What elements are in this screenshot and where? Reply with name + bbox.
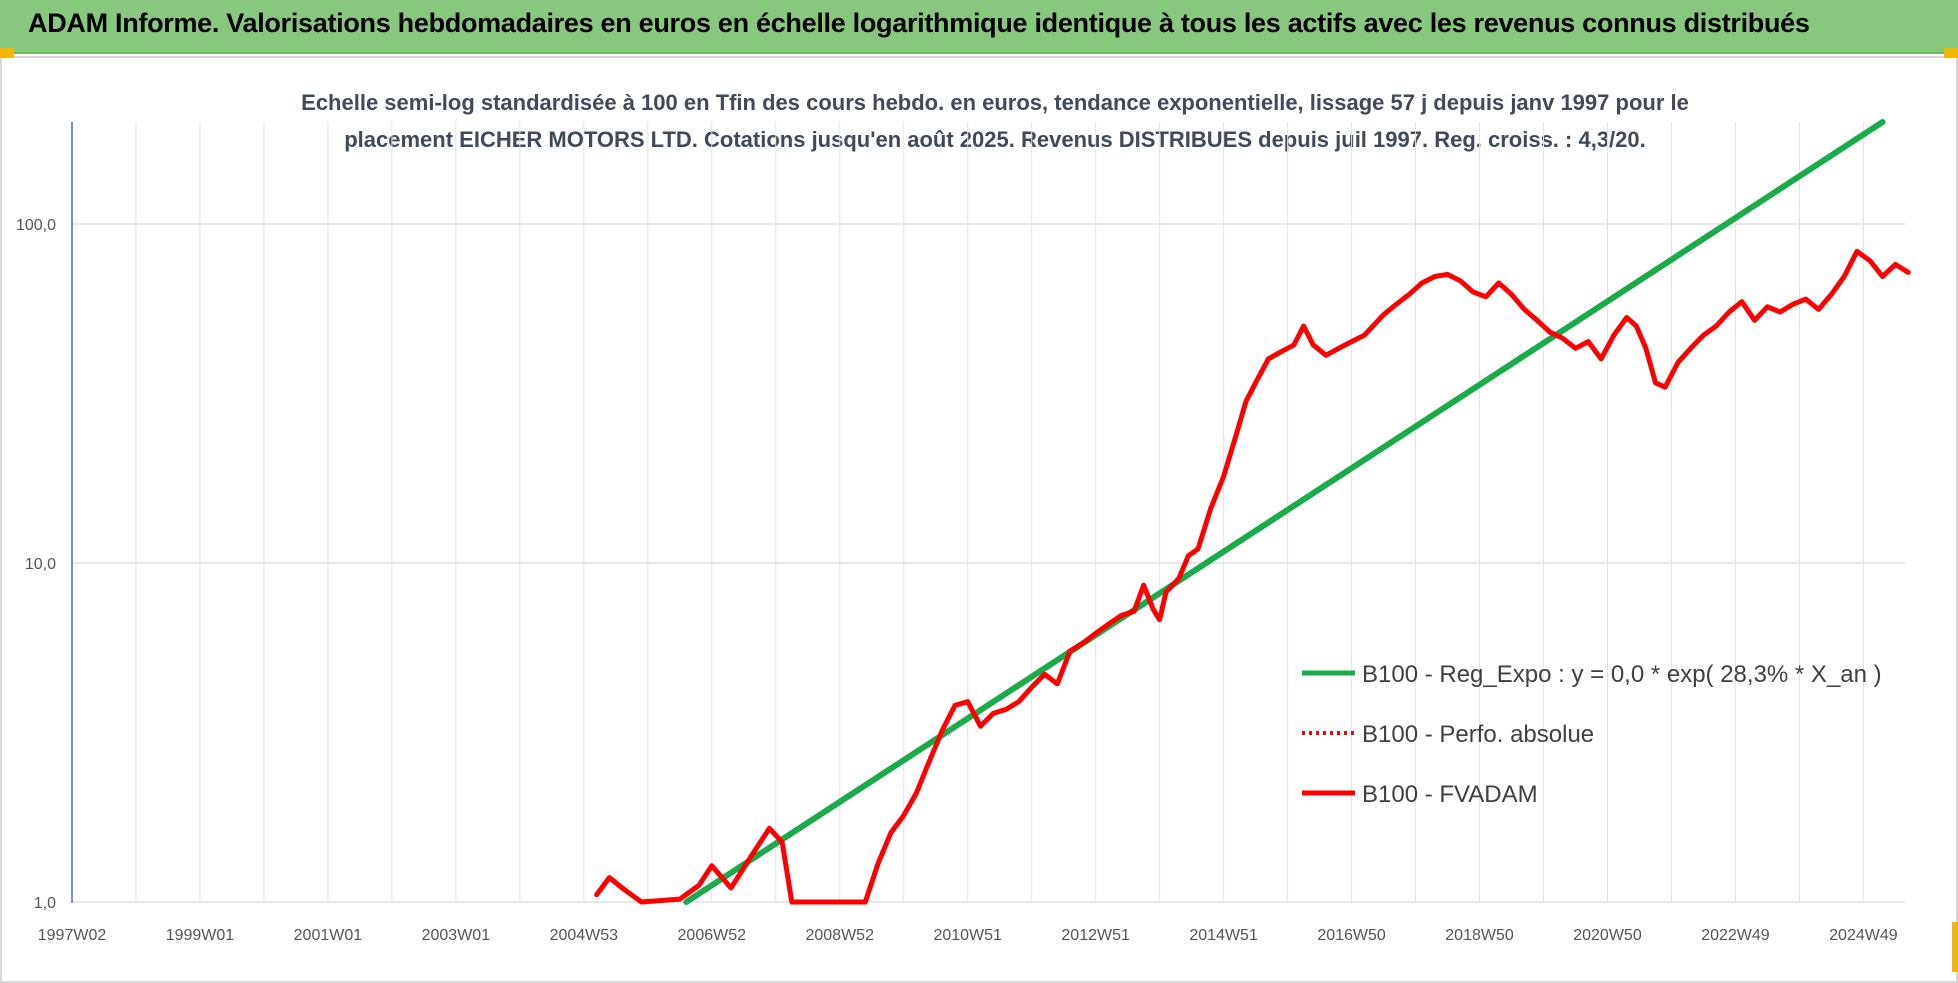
x-tick-label-7: 2010W51 [933, 927, 1002, 944]
x-tick-label-4: 2004W53 [550, 927, 619, 944]
x-tick-label-14: 2024W49 [1829, 927, 1898, 944]
series-line-2 [594, 248, 1911, 905]
x-tick-label-6: 2008W52 [805, 927, 874, 944]
corner-marker-top-right [1944, 48, 1958, 58]
x-tick-label-5: 2006W52 [678, 927, 747, 944]
legend-label-0: B100 - Reg_Expo : y = 0,0 * exp( 28,3% *… [1362, 661, 1882, 688]
y-tick-label-0: 1,0 [34, 895, 56, 912]
x-tick-label-13: 2022W49 [1701, 927, 1770, 944]
y-tick-label-2: 100,0 [16, 217, 56, 234]
x-tick-label-9: 2014W51 [1189, 927, 1258, 944]
y-axis-ticks: 1,0 10,0 100,0 [16, 217, 56, 912]
title-banner: ADAM Informe. Valorisations hebdomadaire… [0, 0, 1958, 54]
corner-marker-top-left [0, 48, 14, 58]
legend-label-1: B100 - Perfo. absolue [1362, 721, 1594, 748]
chart-subtitle-line1: Echelle semi-log standardisée à 100 en T… [301, 90, 1689, 115]
x-tick-label-12: 2020W50 [1573, 927, 1642, 944]
series-layer [594, 119, 1911, 905]
x-tick-label-8: 2012W51 [1061, 927, 1130, 944]
legend: B100 - Reg_Expo : y = 0,0 * exp( 28,3% *… [1302, 661, 1882, 808]
x-tick-label-0: 1997W02 [38, 927, 107, 944]
chart-subtitle-line2: placement EICHER MOTORS LTD. Cotations j… [344, 127, 1646, 152]
x-axis-ticks: 1997W02 1999W01 2001W01 2003W01 2004W53 2006W… [38, 927, 1898, 944]
legend-label-2: B100 - FVADAM [1362, 781, 1538, 808]
corner-marker-bottom-right [1952, 922, 1958, 972]
page-title: ADAM Informe. Valorisations hebdomadaire… [28, 8, 1810, 38]
x-tick-label-1: 1999W01 [166, 927, 235, 944]
chart-frame [0, 56, 1958, 983]
x-tick-label-10: 2016W50 [1317, 927, 1386, 944]
grid-lines [71, 121, 1905, 903]
x-tick-label-3: 2003W01 [422, 927, 491, 944]
chart-subtitle: Echelle semi-log standardisée à 100 en T… [200, 84, 1790, 158]
x-tick-label-2: 2001W01 [294, 927, 363, 944]
y-tick-label-1: 10,0 [25, 556, 56, 573]
series-line-0 [683, 119, 1886, 905]
x-tick-label-11: 2018W50 [1445, 927, 1514, 944]
